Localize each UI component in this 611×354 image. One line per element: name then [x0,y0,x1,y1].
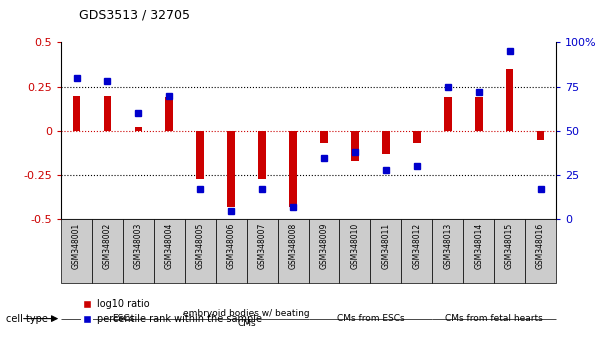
Bar [277,219,309,283]
Text: ESCs: ESCs [112,314,134,323]
Text: GSM348006: GSM348006 [227,223,236,269]
Bar [351,131,359,161]
Text: GSM348002: GSM348002 [103,223,112,269]
Bar [536,131,544,140]
Text: GDS3513 / 32705: GDS3513 / 32705 [79,8,191,21]
Bar [185,219,216,283]
Bar [382,131,390,154]
Bar [506,69,513,131]
Bar [320,131,328,143]
Text: GSM348011: GSM348011 [381,223,390,269]
Bar [413,131,421,143]
Bar [196,131,204,179]
Bar [433,219,463,283]
Bar [73,96,81,131]
Bar [444,97,452,131]
Bar [289,131,297,207]
Bar [247,219,277,283]
Text: GSM348001: GSM348001 [72,223,81,269]
Bar [340,219,370,283]
Bar [370,219,401,283]
Bar [104,96,111,131]
Text: GSM348004: GSM348004 [165,223,174,269]
Text: cell type: cell type [6,314,48,324]
Bar [216,219,247,283]
Legend: log10 ratio, percentile rank within the sample: log10 ratio, percentile rank within the … [78,295,266,328]
Bar [61,219,92,283]
Text: GSM348009: GSM348009 [320,223,329,269]
Text: embryoid bodies w/ beating
CMs: embryoid bodies w/ beating CMs [183,309,310,328]
Bar [401,219,433,283]
Text: CMs from ESCs: CMs from ESCs [337,314,404,323]
Text: CMs from fetal hearts: CMs from fetal hearts [445,314,543,323]
Text: GSM348013: GSM348013 [443,223,452,269]
Text: GSM348015: GSM348015 [505,223,514,269]
Bar [154,219,185,283]
Text: GSM348014: GSM348014 [474,223,483,269]
Text: GSM348012: GSM348012 [412,223,422,269]
Text: GSM348005: GSM348005 [196,223,205,269]
Bar [309,219,340,283]
Bar [92,219,123,283]
Bar [134,127,142,131]
Bar [525,219,556,283]
Bar [123,219,154,283]
Bar [227,131,235,207]
Bar [166,97,174,131]
Bar [463,219,494,283]
Text: GSM348008: GSM348008 [288,223,298,269]
Bar [475,97,483,131]
Text: GSM348016: GSM348016 [536,223,545,269]
Text: GSM348007: GSM348007 [258,223,266,269]
Bar [258,131,266,179]
Bar [494,219,525,283]
Text: GSM348010: GSM348010 [351,223,359,269]
Text: GSM348003: GSM348003 [134,223,143,269]
